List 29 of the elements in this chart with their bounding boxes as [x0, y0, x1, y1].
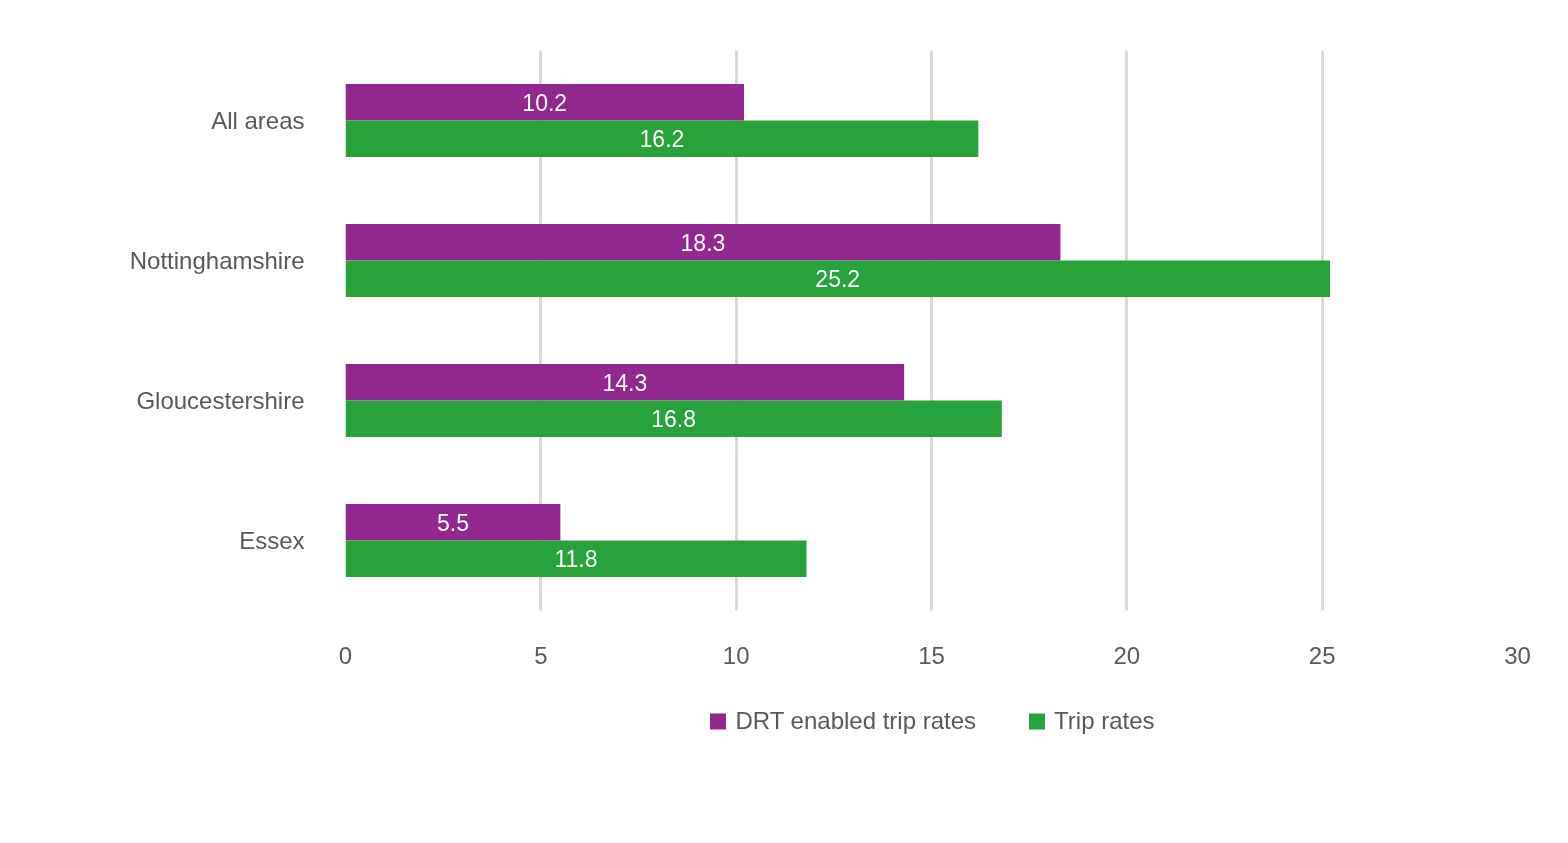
- bar: [345, 364, 905, 401]
- data-label: 18.3: [680, 229, 726, 256]
- bar: [345, 120, 979, 157]
- data-label: 10.2: [522, 89, 568, 116]
- y-tick-label: Gloucestershire: [136, 387, 305, 414]
- x-tick-label: 30: [1504, 641, 1531, 669]
- data-label: 5.5: [436, 509, 469, 536]
- y-tick-label: All areas: [211, 107, 305, 134]
- x-tick-label: 25: [1308, 641, 1336, 669]
- x-tick-label: 5: [534, 641, 548, 669]
- bar: [345, 260, 1330, 297]
- data-label: 25.2: [815, 266, 861, 293]
- bar: [345, 400, 1002, 437]
- x-tick-label: 15: [918, 641, 945, 669]
- data-label: 16.8: [651, 406, 697, 433]
- bar: [345, 540, 807, 577]
- y-tick-label: Nottinghamshire: [129, 247, 305, 274]
- legend-label: DRT enabled trip rates: [735, 707, 977, 735]
- x-tick-label: 20: [1113, 641, 1141, 669]
- bar: [345, 84, 744, 121]
- data-label: 16.2: [639, 126, 685, 153]
- bar: [345, 224, 1061, 261]
- bar: [345, 504, 561, 541]
- x-tick-label: 0: [338, 641, 353, 669]
- y-tick-label: Essex: [239, 527, 305, 554]
- x-tick-label: 10: [722, 641, 750, 669]
- data-label: 11.8: [554, 546, 598, 573]
- legend-label: Trip rates: [1054, 707, 1155, 735]
- data-label: 14.3: [602, 369, 648, 396]
